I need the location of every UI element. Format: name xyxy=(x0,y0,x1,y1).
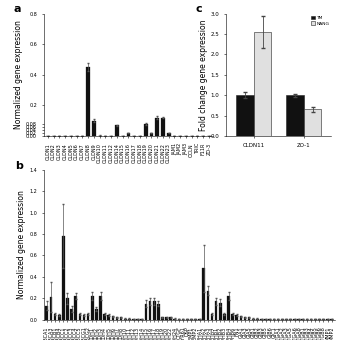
Bar xyxy=(120,318,122,320)
Bar xyxy=(177,319,180,320)
Bar xyxy=(252,319,255,320)
Bar xyxy=(153,302,155,320)
Bar xyxy=(304,109,321,136)
Bar xyxy=(219,303,222,320)
Bar xyxy=(297,319,300,320)
Bar xyxy=(306,319,308,320)
Bar xyxy=(62,236,65,320)
Bar xyxy=(182,319,185,320)
Bar xyxy=(240,317,242,320)
Bar xyxy=(194,319,197,320)
Y-axis label: Normalized gene expression: Normalized gene expression xyxy=(14,20,23,129)
Bar xyxy=(207,291,209,320)
Bar xyxy=(165,318,168,320)
Bar xyxy=(155,118,159,136)
Bar xyxy=(50,297,52,320)
Bar xyxy=(115,125,119,136)
Bar xyxy=(286,95,304,136)
Bar xyxy=(256,319,259,320)
Bar xyxy=(157,304,160,320)
Bar xyxy=(211,314,213,320)
Text: c: c xyxy=(195,4,202,14)
Bar xyxy=(310,319,312,320)
Bar xyxy=(268,319,271,320)
Bar xyxy=(112,317,114,320)
Y-axis label: Normalized gene expression: Normalized gene expression xyxy=(18,190,26,299)
Text: a: a xyxy=(14,4,21,14)
Bar xyxy=(293,319,296,320)
Bar xyxy=(277,319,280,320)
Bar xyxy=(260,319,263,320)
Bar xyxy=(99,296,102,320)
Bar xyxy=(244,318,246,320)
Bar xyxy=(318,319,321,320)
Bar xyxy=(107,315,110,320)
Bar xyxy=(70,309,73,320)
Bar xyxy=(124,319,127,320)
Bar xyxy=(227,296,230,320)
Bar xyxy=(54,314,56,320)
Bar xyxy=(103,314,106,320)
Bar xyxy=(322,319,325,320)
Bar xyxy=(91,296,94,320)
Bar xyxy=(254,32,271,136)
Bar xyxy=(83,315,85,320)
Bar xyxy=(248,318,250,320)
Bar xyxy=(330,319,333,320)
Bar xyxy=(237,95,254,136)
Text: b: b xyxy=(15,161,23,171)
Bar xyxy=(289,319,292,320)
Bar xyxy=(264,319,267,320)
Bar xyxy=(272,319,275,320)
Bar xyxy=(326,319,329,320)
Bar xyxy=(78,314,81,320)
Bar xyxy=(167,133,171,136)
Bar xyxy=(236,315,238,320)
Bar xyxy=(66,298,69,320)
Bar xyxy=(314,319,317,320)
Bar xyxy=(173,319,176,320)
Bar xyxy=(149,302,151,320)
Bar xyxy=(132,319,135,320)
Bar xyxy=(92,121,96,136)
Bar xyxy=(128,319,131,320)
Bar xyxy=(301,319,304,320)
Legend: TM, NANG: TM, NANG xyxy=(311,16,329,26)
Bar xyxy=(136,319,139,320)
Bar xyxy=(198,319,201,320)
Bar xyxy=(161,118,165,136)
Bar xyxy=(231,314,234,320)
Bar xyxy=(223,314,226,320)
Bar xyxy=(126,133,130,136)
Bar xyxy=(145,304,147,320)
Bar xyxy=(285,319,288,320)
Bar xyxy=(202,268,205,320)
Bar xyxy=(281,319,284,320)
Y-axis label: Fold change gene expression: Fold change gene expression xyxy=(199,19,208,131)
Bar xyxy=(161,318,164,320)
Bar xyxy=(215,302,217,320)
Bar xyxy=(141,319,143,320)
Bar xyxy=(144,124,148,136)
Bar xyxy=(74,296,77,320)
Bar xyxy=(186,319,189,320)
Bar xyxy=(149,133,153,136)
Bar xyxy=(169,318,172,320)
Bar xyxy=(190,319,193,320)
Bar xyxy=(86,67,90,136)
Bar xyxy=(58,315,61,320)
Bar xyxy=(87,314,90,320)
Bar xyxy=(46,306,48,320)
Bar xyxy=(116,318,118,320)
Bar xyxy=(95,309,98,320)
